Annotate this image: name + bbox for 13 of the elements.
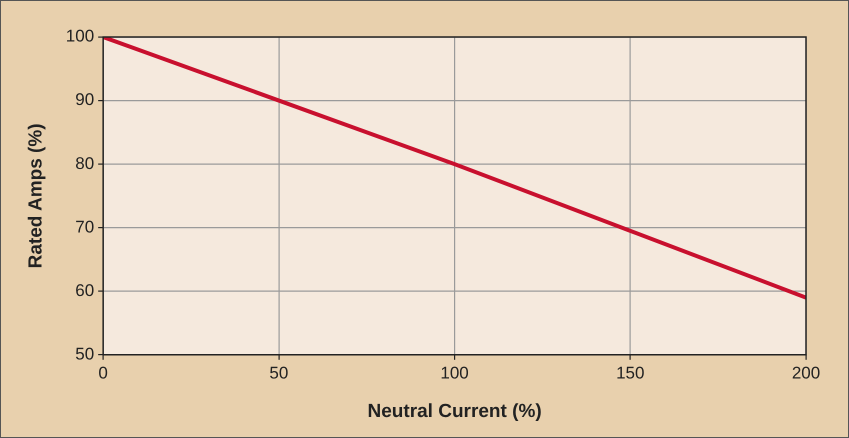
y-tick-label: 90	[75, 90, 94, 110]
y-tick-label: 100	[66, 26, 94, 46]
x-tick-label: 0	[98, 364, 108, 383]
x-tick-label: 50	[269, 364, 288, 383]
y-tick-label: 80	[75, 154, 94, 173]
y-axis-title: Rated Amps (%)	[26, 123, 47, 268]
y-tick-label: 60	[75, 280, 94, 300]
x-axis-title: Neutral Current (%)	[367, 400, 542, 422]
x-tick-label: 200	[792, 364, 820, 383]
y-tick-label: 50	[75, 344, 94, 364]
y-tick-label: 70	[75, 217, 94, 236]
x-tick-label: 150	[616, 364, 644, 383]
x-tick-label: 100	[440, 364, 469, 383]
